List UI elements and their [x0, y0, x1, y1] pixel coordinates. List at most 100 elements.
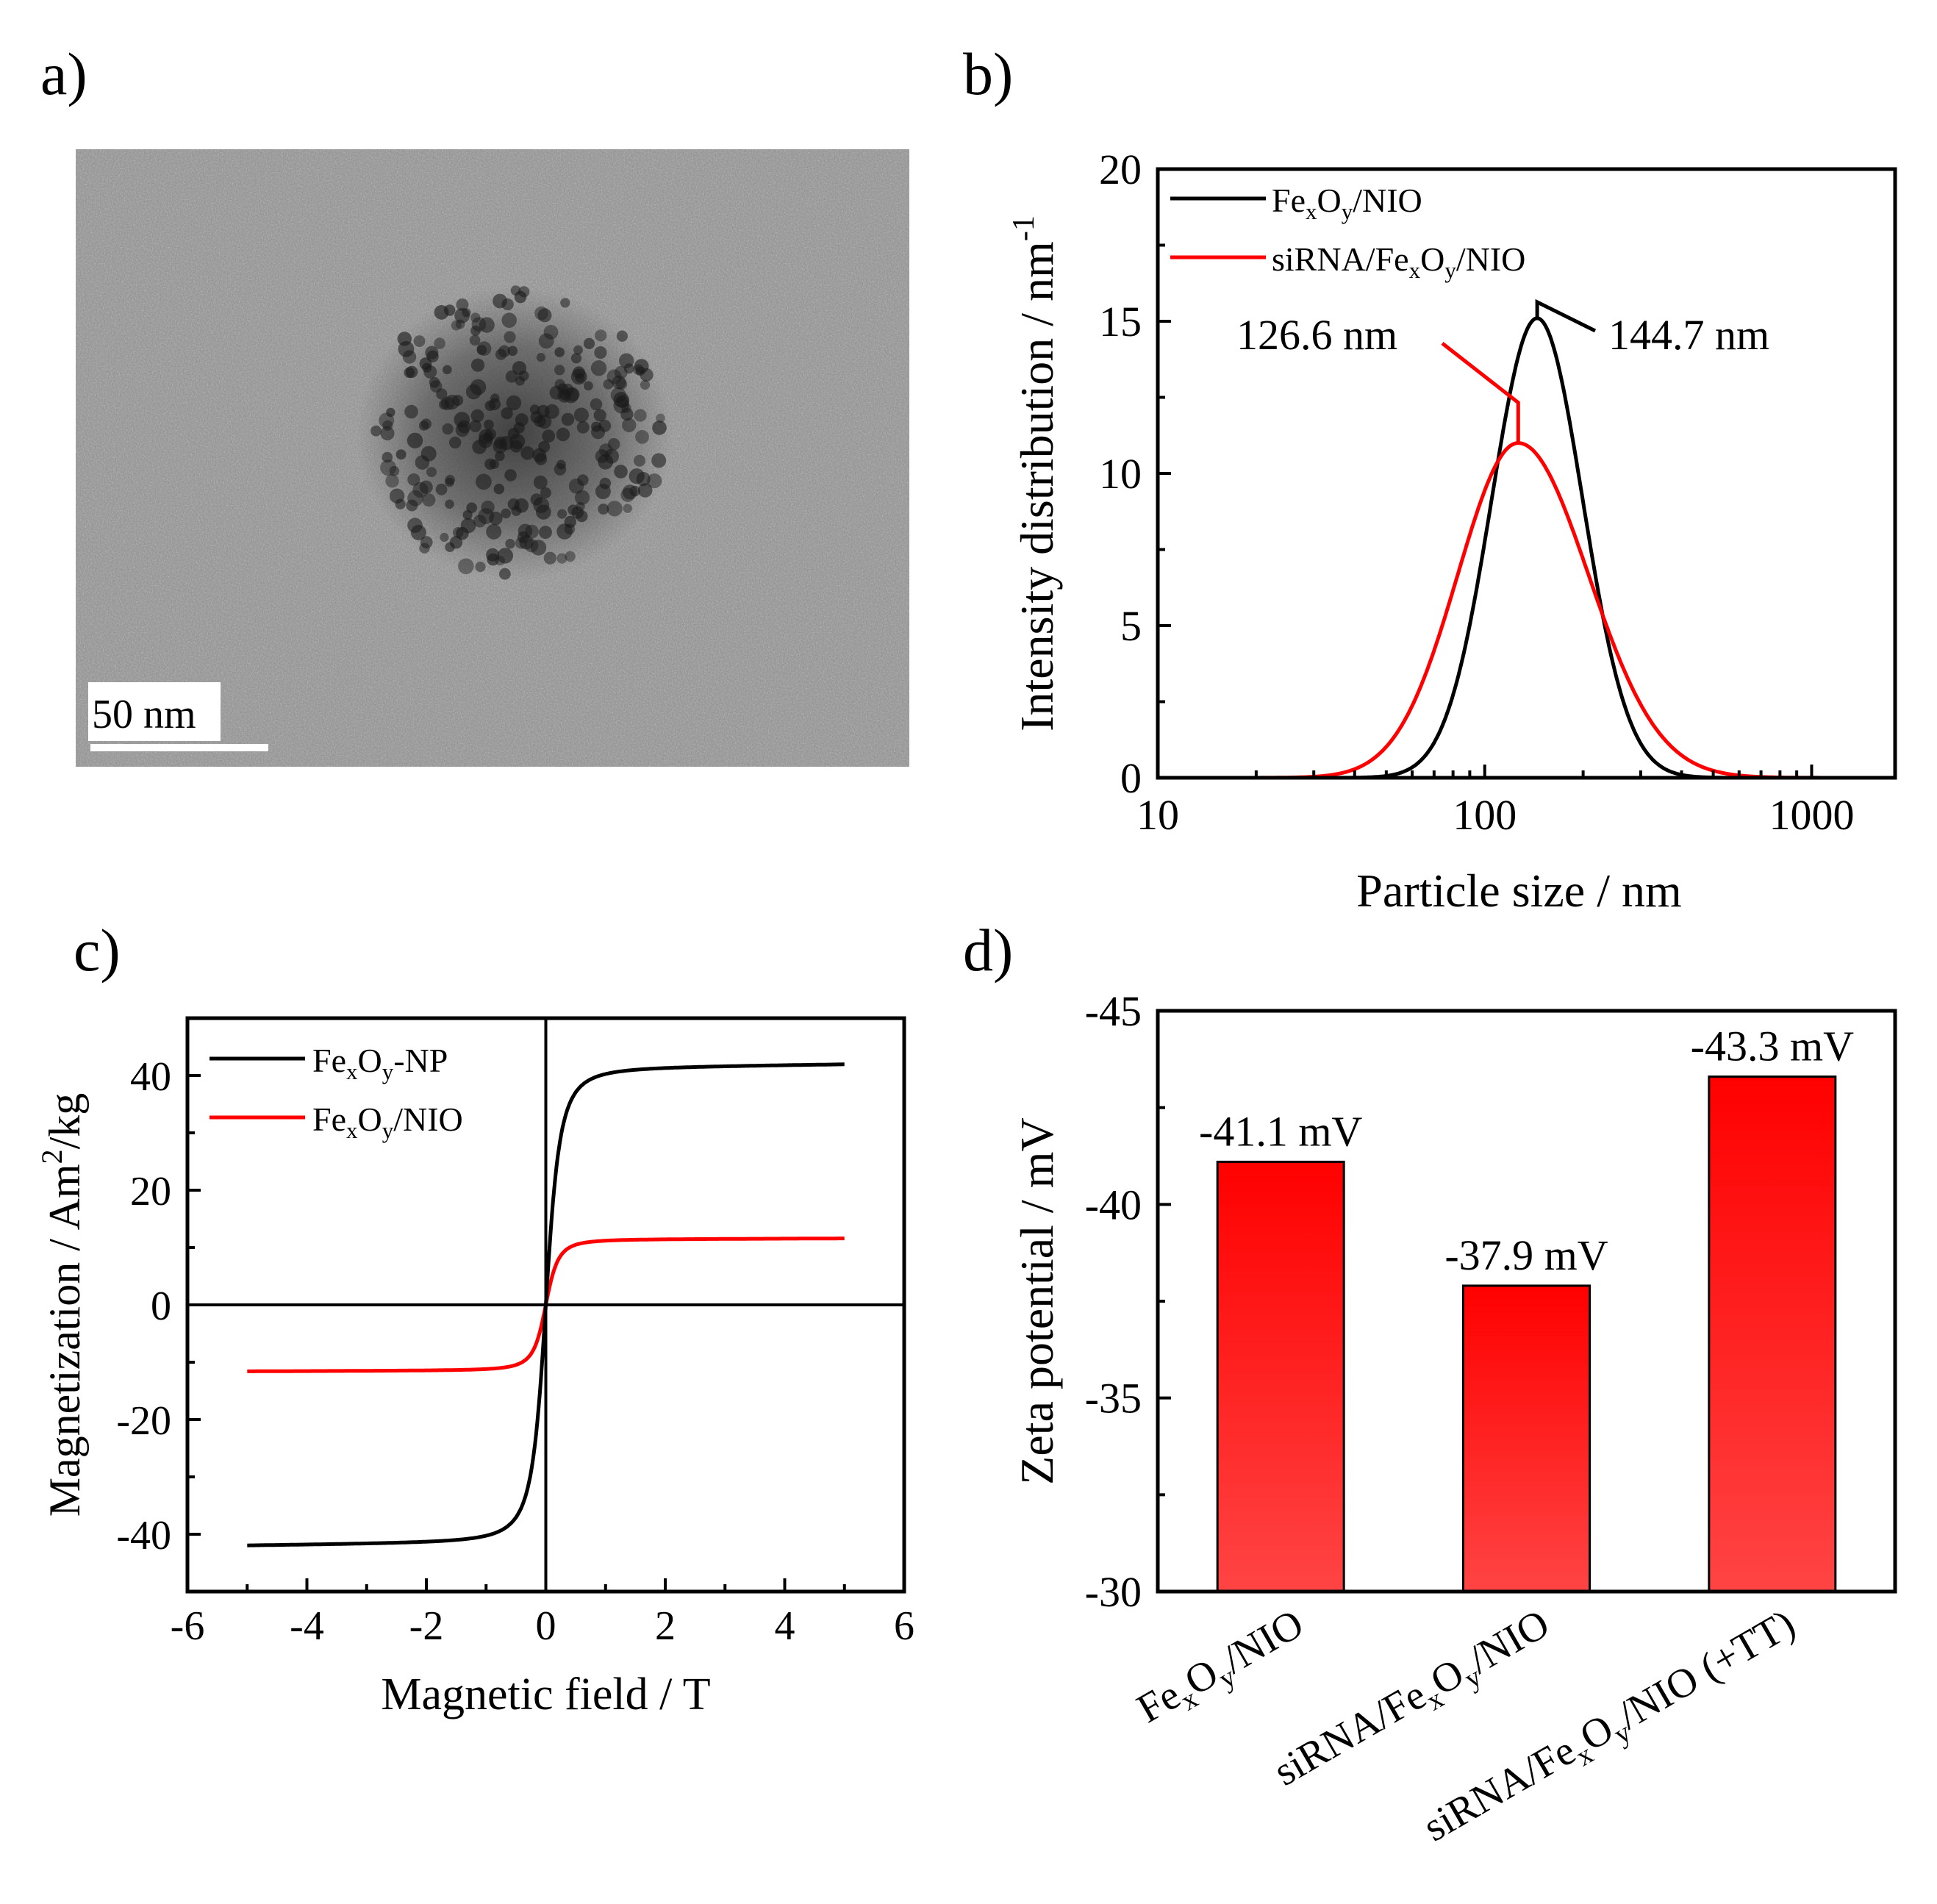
nanoparticle-dot [493, 439, 507, 454]
panel-b-label: b) [963, 40, 1013, 107]
nanoparticle-dot [556, 523, 573, 540]
nanoparticle-dot [445, 477, 454, 487]
nanoparticle-dot [493, 293, 507, 309]
nanoparticle-dot [656, 413, 665, 423]
nanoparticle-dot [406, 365, 418, 379]
nanoparticle-dot [634, 359, 649, 373]
nanoparticle-dot [505, 539, 515, 549]
nanoparticle-dot [622, 418, 637, 432]
nanoparticle-dot [419, 543, 430, 554]
nanoparticle-dot [501, 312, 517, 328]
y-tick-label: 10 [1099, 450, 1142, 498]
nanoparticle-dot [380, 426, 395, 441]
nanoparticle-dot [616, 379, 628, 390]
nanoparticle-dot [619, 353, 634, 368]
nanoparticle-dot [515, 413, 529, 426]
nanoparticle-dot [507, 428, 520, 440]
y-tick-label: -20 [116, 1398, 171, 1444]
y-tick-label: 40 [130, 1054, 171, 1100]
nanoparticle-dot [517, 531, 530, 543]
nanoparticle-dot [470, 409, 484, 423]
nanoparticle-dot [595, 484, 611, 499]
nanoparticle-dot [576, 420, 590, 434]
y-tick-label: -45 [1085, 987, 1142, 1035]
nanoparticle-dot [504, 331, 516, 343]
nanoparticle-dot [445, 542, 455, 552]
nanoparticle-dot [573, 345, 583, 355]
nanoparticle-dot [436, 388, 448, 400]
nanoparticle-dot [410, 524, 426, 540]
bar-2 [1462, 1284, 1591, 1593]
nanoparticle-dot [554, 463, 567, 476]
nanoparticle-dot [486, 548, 500, 562]
nanoparticle-dot [486, 523, 502, 540]
nanoparticle-dot [455, 423, 470, 437]
nanoparticle-dot [489, 459, 499, 469]
nanoparticle-dot [647, 473, 662, 489]
nanoparticle-dot [458, 558, 474, 575]
nanoparticle-dot [507, 346, 518, 357]
nanoparticle-dot [470, 358, 485, 372]
series-line-fexoy-nio [1157, 316, 1895, 780]
y-tick-label: -35 [1085, 1375, 1142, 1422]
scale-bar-label: 50 nm [92, 692, 196, 737]
nanoparticle-dot [385, 474, 399, 488]
nanoparticle-dot [470, 326, 481, 336]
nanoparticle-dot [425, 346, 439, 359]
nanoparticle-dot [556, 553, 568, 564]
nanoparticle-dot [543, 551, 556, 565]
nanoparticle-dot [420, 445, 437, 462]
nanoparticle-dot [574, 490, 590, 505]
x-axis-label: Particle size / nm [1356, 865, 1682, 917]
nanoparticle-dot [590, 360, 607, 376]
nanoparticle-dot [533, 475, 548, 490]
bar-value-label: -43.3 mV [1691, 1023, 1854, 1070]
x-tick-label: 0 [536, 1603, 556, 1649]
nanoparticle-dot [476, 473, 492, 490]
y-tick-label: 0 [1120, 754, 1142, 802]
nanoparticle-dot [419, 480, 433, 494]
nanoparticle-dot [449, 436, 462, 449]
legend-label: siRNA/FexOy/NIO [1272, 240, 1525, 283]
nanoparticle-dot [629, 468, 645, 484]
category-label: FexOy/NIO [1130, 1601, 1314, 1738]
nanoparticle-dot [386, 407, 395, 418]
nanoparticle-dot [583, 337, 595, 349]
nanoparticle-dot [505, 370, 518, 383]
nanoparticle-dot [475, 561, 486, 573]
nanoparticle-dot [495, 451, 505, 462]
nanoparticle-dots [370, 285, 667, 580]
nanoparticle-dot [434, 305, 449, 320]
nanoparticle-dot [620, 407, 634, 421]
nanoparticle-dot [598, 504, 609, 515]
nanoparticle-dot [413, 335, 426, 347]
nanoparticle-dot [640, 379, 651, 390]
nanoparticle-dot [460, 518, 476, 534]
nanoparticle-dot [549, 385, 564, 400]
nanoparticle-dot [370, 425, 382, 437]
nanoparticle-dot [536, 353, 546, 362]
x-tick-label: -4 [290, 1603, 324, 1649]
nanoparticle-dot [557, 509, 568, 519]
y-tick-label: 20 [1099, 146, 1142, 193]
nanoparticle-dot [389, 488, 405, 504]
annotation-leader [1441, 342, 1520, 443]
nanoparticle-dot [565, 551, 576, 562]
legend-label: FexOy/NIO [312, 1100, 463, 1143]
x-tick-label: 2 [655, 1603, 676, 1649]
nanoparticle-dot [542, 429, 556, 443]
x-tick-label: 10 [1136, 791, 1179, 839]
y-axis-label: Intensity distribution / nm-1 [1007, 215, 1063, 731]
x-tick-label: 100 [1453, 791, 1517, 839]
nanoparticle-dot [556, 427, 570, 442]
nanoparticle-dot [412, 482, 429, 498]
nanoparticle-dot [590, 398, 603, 411]
nanoparticle-dot [537, 404, 550, 418]
y-tick-label: -40 [116, 1513, 171, 1558]
nanoparticle-dot [455, 319, 465, 329]
nanoparticle-dot [534, 453, 548, 465]
nanoparticle-dot [426, 467, 437, 478]
